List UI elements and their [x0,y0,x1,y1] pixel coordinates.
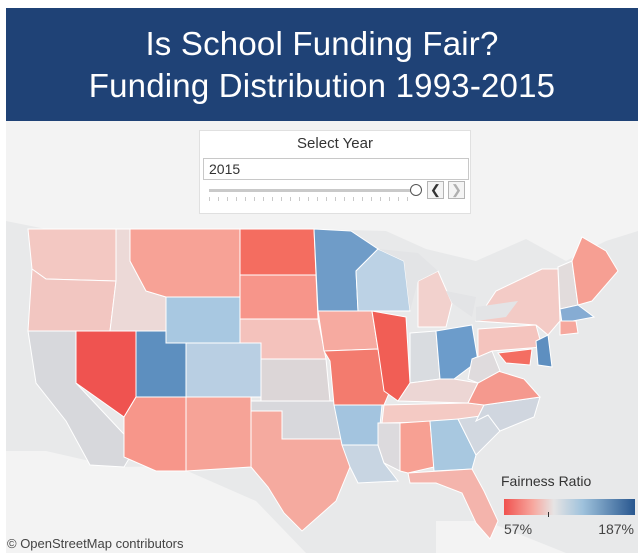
legend-midpoint-tick [548,512,549,517]
state-south-dakota[interactable] [239,274,319,320]
fairness-ratio-legend: Fairness Ratio 57% 187% [492,463,638,543]
state-kansas[interactable] [260,358,331,402]
state-florida[interactable] [407,468,499,540]
state-new-york[interactable] [475,268,561,336]
state-texas[interactable] [250,410,351,532]
state-arkansas[interactable] [333,404,383,446]
state-mississippi[interactable] [377,422,401,472]
state-north-dakota[interactable] [239,228,317,276]
year-slider-ticks [209,197,413,201]
state-kentucky[interactable] [397,378,479,404]
title-line-1: Is School Funding Fair? [145,24,499,62]
year-slider-handle[interactable] [410,184,422,196]
state-massachusetts[interactable] [559,304,596,324]
legend-min-label: 57% [504,521,533,537]
year-selector-panel: Select Year 2015 ❮ ❯ [199,130,471,214]
year-slider-track[interactable] [209,189,413,192]
legend-color-ramp [504,499,635,515]
state-arizona[interactable] [123,396,187,472]
chevron-left-icon: ❮ [430,182,441,197]
dashboard-header: Is School Funding Fair? Funding Distribu… [6,8,638,121]
state-connecticut-ri[interactable] [559,320,579,336]
next-year-button[interactable]: ❯ [448,181,465,199]
state-maryland[interactable] [497,348,533,366]
state-new-jersey[interactable] [535,334,553,368]
florida-surroundings [436,521,566,553]
great-lakes [378,249,518,321]
state-montana[interactable] [129,228,241,298]
state-washington[interactable] [27,228,117,282]
state-alabama[interactable] [399,420,435,474]
state-iowa[interactable] [317,310,379,352]
previous-year-button[interactable]: ❮ [427,181,444,199]
mexico-landmass [6,451,306,553]
state-maine[interactable] [571,236,619,306]
state-indiana[interactable] [409,330,441,384]
state-michigan[interactable] [417,270,453,328]
year-selector-title: Select Year [297,135,373,152]
state-pennsylvania[interactable] [477,324,543,358]
legend-max-label: 187% [598,521,634,537]
state-colorado[interactable] [185,342,262,398]
title-line-2: Funding Distribution 1993-2015 [88,66,556,104]
state-new-mexico[interactable] [185,396,252,472]
state-wyoming[interactable] [165,296,241,344]
legend-title: Fairness Ratio [501,473,592,489]
chevron-right-icon: ❯ [451,182,462,197]
map-attribution[interactable]: © OpenStreetMap contributors [7,536,184,551]
year-input[interactable]: 2015 [203,158,469,180]
state-ohio[interactable] [435,324,479,380]
